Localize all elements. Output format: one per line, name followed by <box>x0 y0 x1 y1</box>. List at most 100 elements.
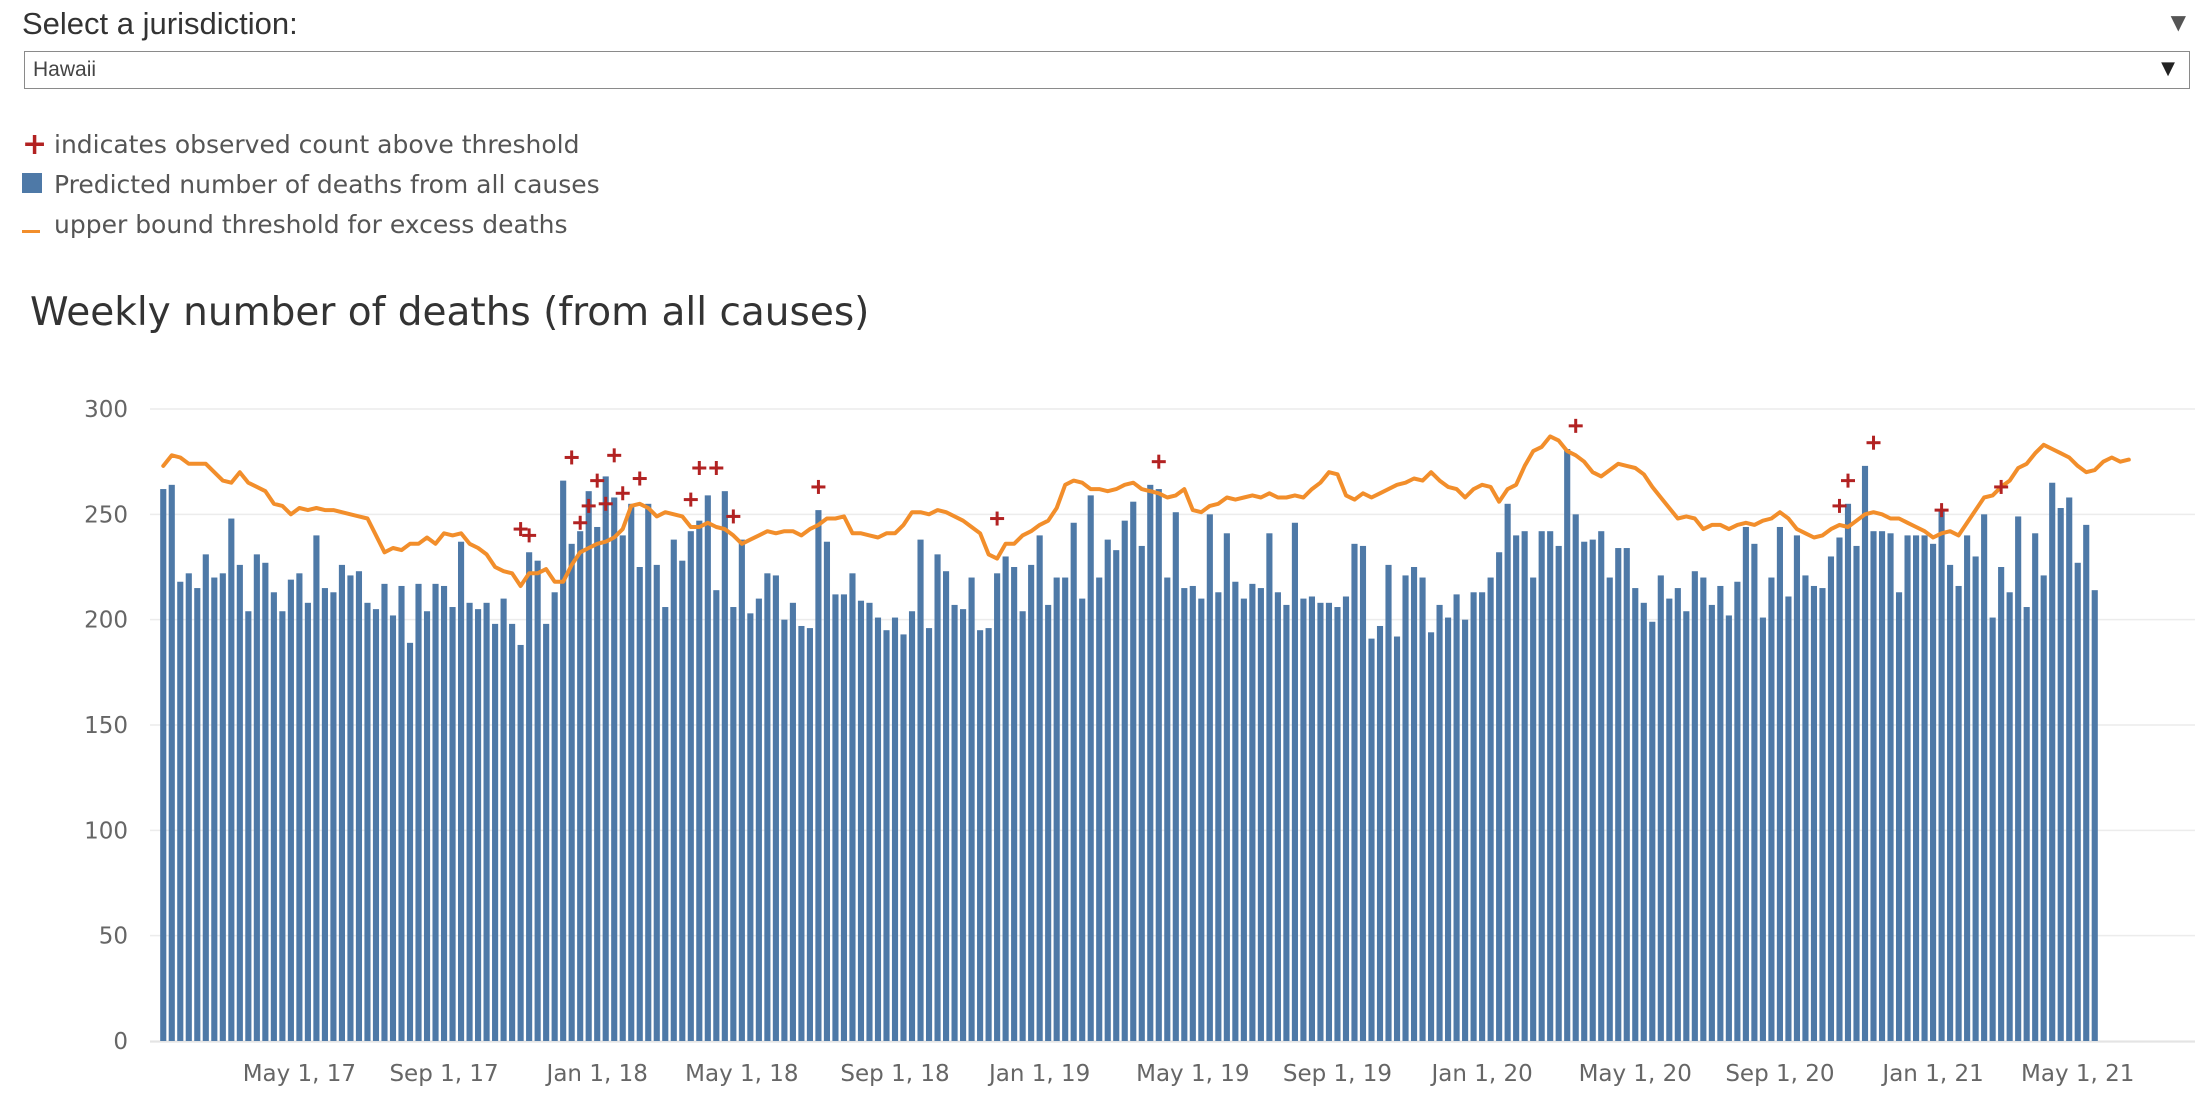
bar <box>883 630 890 1041</box>
bar <box>628 503 635 1041</box>
bar <box>611 497 618 1042</box>
jurisdiction-select[interactable]: Hawaii ▼ <box>24 51 2190 89</box>
bar <box>2066 497 2073 1042</box>
bar <box>568 543 575 1041</box>
bar <box>321 588 328 1041</box>
bar <box>1657 575 1664 1041</box>
bar <box>874 617 882 1041</box>
bar <box>687 531 694 1041</box>
bar-swatch-icon <box>22 172 42 193</box>
bar <box>1172 512 1179 1041</box>
bar <box>1062 577 1069 1041</box>
bar <box>1121 520 1128 1041</box>
bar <box>1810 585 1818 1041</box>
bar <box>304 602 311 1041</box>
bar <box>908 611 916 1041</box>
bar <box>1189 585 1196 1041</box>
bar <box>168 484 175 1042</box>
bar <box>1827 556 1835 1041</box>
chevron-down-icon[interactable]: ▼ <box>2161 58 2175 79</box>
bar <box>994 573 1001 1041</box>
bar <box>492 623 499 1041</box>
y-tick-label: 50 <box>99 924 128 950</box>
bar <box>840 594 848 1041</box>
x-tick-label: May 1, 20 <box>1579 1061 1692 1087</box>
bar <box>781 619 788 1041</box>
bar <box>1972 556 1979 1041</box>
excess-marker <box>590 473 605 488</box>
bar <box>917 539 924 1041</box>
bar <box>1147 484 1154 1042</box>
bar <box>1734 581 1741 1041</box>
bar <box>798 625 805 1041</box>
bar <box>1087 495 1094 1042</box>
excess-marker <box>1832 498 1847 513</box>
excess-marker <box>709 460 724 475</box>
bar <box>1819 588 1826 1041</box>
bar <box>1683 611 1690 1041</box>
bar <box>228 518 235 1041</box>
legend-label-marker: indicates observed count above threshold <box>54 129 580 159</box>
bar <box>1513 535 1520 1041</box>
bar <box>466 602 473 1041</box>
collapse-caret-icon[interactable]: ▼ <box>2170 10 2186 34</box>
bar <box>1079 598 1086 1041</box>
bar <box>338 564 346 1041</box>
bar <box>279 611 286 1041</box>
bar <box>1223 533 1230 1041</box>
bar <box>1742 526 1749 1041</box>
excess-marker <box>1568 418 1583 433</box>
bar <box>1359 545 1367 1041</box>
bar <box>1649 621 1656 1041</box>
excess-marker <box>573 515 588 530</box>
excess-marker <box>607 448 622 463</box>
excess-marker <box>1934 503 1949 518</box>
bar <box>653 564 660 1041</box>
bar <box>662 607 669 1041</box>
bar <box>457 541 465 1041</box>
bar <box>1453 594 1460 1041</box>
bar <box>1291 522 1298 1041</box>
line-swatch-icon <box>22 229 40 233</box>
bar <box>2023 607 2030 1041</box>
bar <box>543 623 550 1041</box>
bar <box>313 535 320 1041</box>
bar <box>270 592 277 1041</box>
bar <box>1887 533 1894 1041</box>
bar <box>287 579 294 1041</box>
bar <box>347 575 354 1041</box>
excess-marker <box>683 492 698 507</box>
bar <box>1274 592 1281 1041</box>
x-tick-label: Jan 1, 20 <box>1429 1061 1532 1087</box>
bar <box>747 613 754 1041</box>
bar <box>202 554 209 1041</box>
bar <box>211 577 218 1041</box>
excess-marker <box>1994 479 2009 494</box>
bar <box>398 585 405 1041</box>
excess-marker <box>632 471 647 486</box>
bar <box>960 609 967 1041</box>
bar <box>1538 531 1545 1041</box>
y-tick-label: 300 <box>84 397 128 423</box>
x-tick-label: Sep 1, 17 <box>389 1061 498 1087</box>
bar <box>1606 577 1613 1041</box>
bar <box>253 554 260 1041</box>
excess-marker <box>1840 473 1855 488</box>
bar <box>1342 596 1350 1041</box>
bar <box>866 602 873 1041</box>
bar <box>577 531 584 1041</box>
bar <box>1138 545 1145 1041</box>
bar <box>1640 602 1647 1041</box>
bar <box>1793 535 1801 1041</box>
bar <box>1011 567 1018 1041</box>
bar <box>1853 545 1860 1041</box>
x-tick-label: May 1, 21 <box>2021 1061 2134 1087</box>
bar <box>1496 552 1503 1041</box>
bar <box>1410 567 1418 1041</box>
excess-marker <box>1151 454 1166 469</box>
bar <box>1427 632 1435 1041</box>
bar <box>619 535 626 1041</box>
bar <box>1751 543 1758 1041</box>
bar <box>645 503 652 1041</box>
bar <box>1666 598 1673 1041</box>
